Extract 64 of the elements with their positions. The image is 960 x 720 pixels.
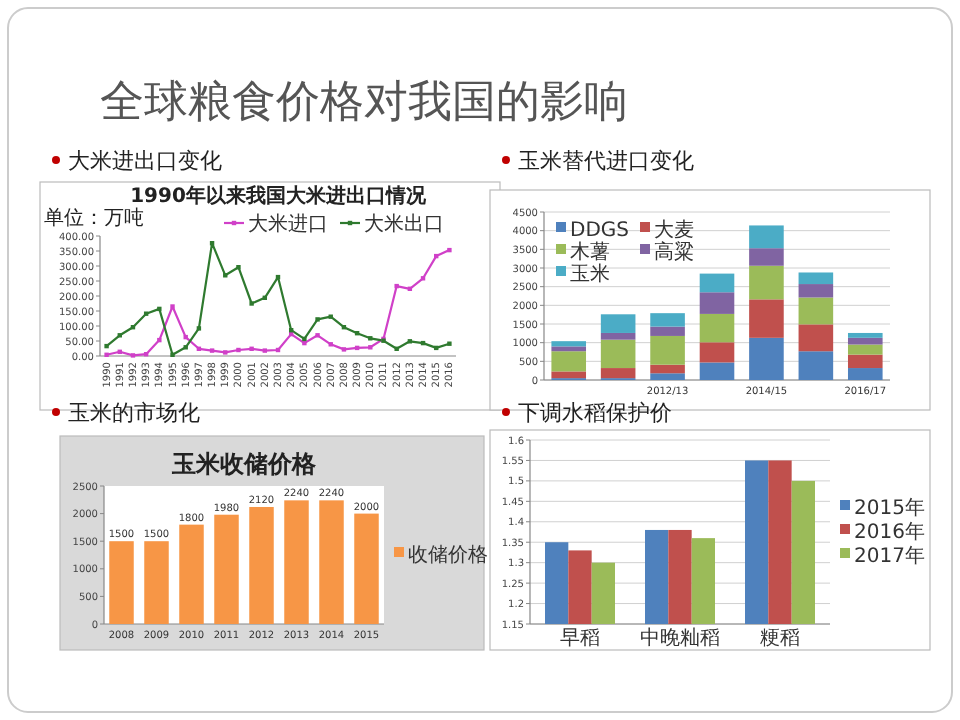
bar [798,351,834,380]
bar [847,344,883,355]
bar [109,541,134,624]
bar [798,297,834,325]
bar [249,506,274,624]
bar [144,541,169,624]
bar [798,284,834,298]
y-axis-title: 单位：万吨 [44,206,144,230]
bar [699,273,735,293]
legend-label: 木薯 [570,240,610,264]
legend-label: 高粱 [654,240,694,264]
chart-title: 玉米的市场化 [68,400,200,426]
legend-label: 2017年 [854,544,925,568]
bar [699,342,735,363]
bar [319,500,344,624]
bar [551,341,587,347]
bar [284,500,309,624]
bar [650,326,685,336]
bar [699,313,735,343]
legend-label: 玉米 [570,262,610,286]
bar [551,351,587,372]
bar [798,324,834,352]
bar [179,524,204,624]
legend-label: 大麦 [654,218,694,242]
text: 全球粮食价格对我国的影响 [100,78,628,128]
legend-label: 2016年 [854,520,925,544]
legend: 收储价格 [394,545,488,567]
bar [551,346,587,352]
bar [749,225,784,249]
x-tick-label: 早稻 [560,628,600,650]
bar [749,337,784,380]
chart-title: 下调水稻保护价 [518,400,672,426]
legend-label: 大米出口 [364,212,444,236]
x-tick-label: 粳稻 [760,628,800,650]
legend-label: 收储价格 [408,543,488,567]
x-tick-label: 中晚籼稻 [640,626,720,650]
chart-title: 玉米替代进口变化 [518,148,694,174]
chart-title: 大米进出口变化 [68,148,222,174]
bar [749,265,784,300]
legend-label: 大米进口 [248,212,328,236]
bar [600,314,636,333]
chart-subtitle: 玉米收储价格 [170,450,318,478]
bar [699,292,735,314]
bar [749,299,784,338]
bar [847,337,883,345]
bar [650,364,685,374]
bar [600,339,636,369]
bar [354,513,379,624]
bar [650,335,685,365]
bar [600,368,636,379]
bar [214,514,239,624]
bar [847,354,883,369]
bar [847,332,883,338]
legend-label: 2015年 [854,496,925,520]
bar [600,332,636,340]
bar [650,373,685,380]
legend-label: DDGS [570,220,629,242]
bar [699,362,735,380]
bar [798,272,834,285]
bar [749,248,784,266]
chart-subtitle: 1990年以来我国大米进出口情况 [130,184,428,208]
bar [847,368,883,380]
bar [650,313,685,327]
bar [551,371,587,379]
